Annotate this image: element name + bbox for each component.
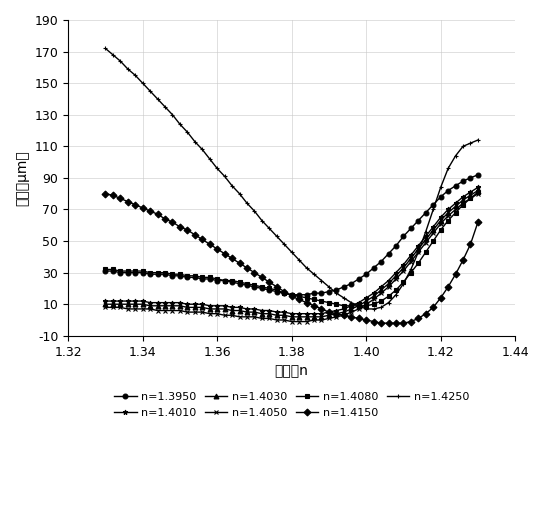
n=1.4010 [102, 298, 109, 304]
n=1.4250 [348, 300, 355, 306]
n=1.4250 [184, 129, 190, 135]
n=1.4250 [467, 140, 474, 146]
Line: n=1.4050: n=1.4050 [103, 191, 480, 324]
n=1.4050 [102, 304, 109, 311]
n=1.4010 [221, 303, 228, 309]
n=1.4080 [378, 298, 385, 304]
n=1.4030 [378, 287, 385, 293]
n=1.4050 [221, 312, 228, 318]
n=1.4050 [288, 318, 295, 324]
Line: n=1.4080: n=1.4080 [103, 190, 480, 308]
n=1.4030 [221, 306, 228, 312]
n=1.4080 [184, 273, 190, 279]
n=1.4250 [102, 45, 109, 52]
n=1.4250 [214, 165, 220, 171]
n=1.3950 [467, 175, 474, 181]
n=1.4010 [184, 301, 190, 307]
n=1.4050 [184, 309, 190, 315]
n=1.4050 [378, 290, 385, 296]
Line: n=1.4150: n=1.4150 [103, 191, 480, 325]
n=1.4050 [475, 191, 481, 197]
n=1.4030 [184, 304, 190, 311]
X-axis label: 折射率n: 折射率n [275, 364, 308, 378]
n=1.4250 [363, 306, 369, 312]
n=1.4030 [467, 192, 474, 198]
n=1.4150 [378, 320, 385, 326]
n=1.3950 [214, 278, 220, 284]
n=1.4150 [184, 227, 190, 233]
n=1.4050 [355, 306, 362, 312]
n=1.4010 [378, 284, 385, 290]
n=1.4150 [370, 318, 377, 324]
n=1.4030 [475, 187, 481, 194]
Y-axis label: 球差（μm）: 球差（μm） [15, 150, 29, 206]
n=1.3950 [355, 276, 362, 282]
Line: n=1.4010: n=1.4010 [103, 185, 480, 316]
n=1.4030 [214, 306, 220, 312]
n=1.4080 [341, 303, 347, 309]
n=1.4250 [378, 304, 385, 311]
n=1.4150 [102, 191, 109, 197]
n=1.4050 [214, 311, 220, 317]
n=1.4010 [475, 184, 481, 191]
n=1.4080 [102, 266, 109, 272]
n=1.4150 [221, 251, 228, 257]
n=1.3950 [378, 259, 385, 265]
n=1.3950 [475, 171, 481, 178]
n=1.3950 [288, 291, 295, 298]
n=1.4080 [475, 189, 481, 195]
n=1.4030 [102, 301, 109, 307]
Line: n=1.4250: n=1.4250 [103, 46, 480, 312]
n=1.4050 [467, 195, 474, 201]
n=1.4150 [348, 314, 355, 320]
n=1.4010 [355, 300, 362, 306]
n=1.4150 [467, 241, 474, 247]
n=1.4010 [288, 311, 295, 317]
n=1.4250 [221, 173, 228, 179]
n=1.3950 [221, 278, 228, 284]
n=1.4010 [467, 189, 474, 195]
n=1.4150 [475, 219, 481, 225]
n=1.3950 [184, 274, 190, 281]
n=1.4030 [355, 303, 362, 309]
n=1.4080 [355, 303, 362, 309]
Line: n=1.4030: n=1.4030 [103, 188, 480, 319]
n=1.3950 [102, 268, 109, 274]
Line: n=1.3950: n=1.3950 [103, 173, 480, 297]
n=1.4080 [221, 278, 228, 284]
n=1.4010 [214, 303, 220, 309]
n=1.4080 [214, 276, 220, 282]
Legend: n=1.3950, n=1.4010, n=1.4030, n=1.4050, n=1.4080, n=1.4150, n=1.4250: n=1.3950, n=1.4010, n=1.4030, n=1.4050, … [111, 389, 472, 421]
n=1.4150 [214, 246, 220, 252]
n=1.4250 [475, 137, 481, 143]
n=1.4080 [467, 195, 474, 201]
n=1.4030 [288, 314, 295, 320]
